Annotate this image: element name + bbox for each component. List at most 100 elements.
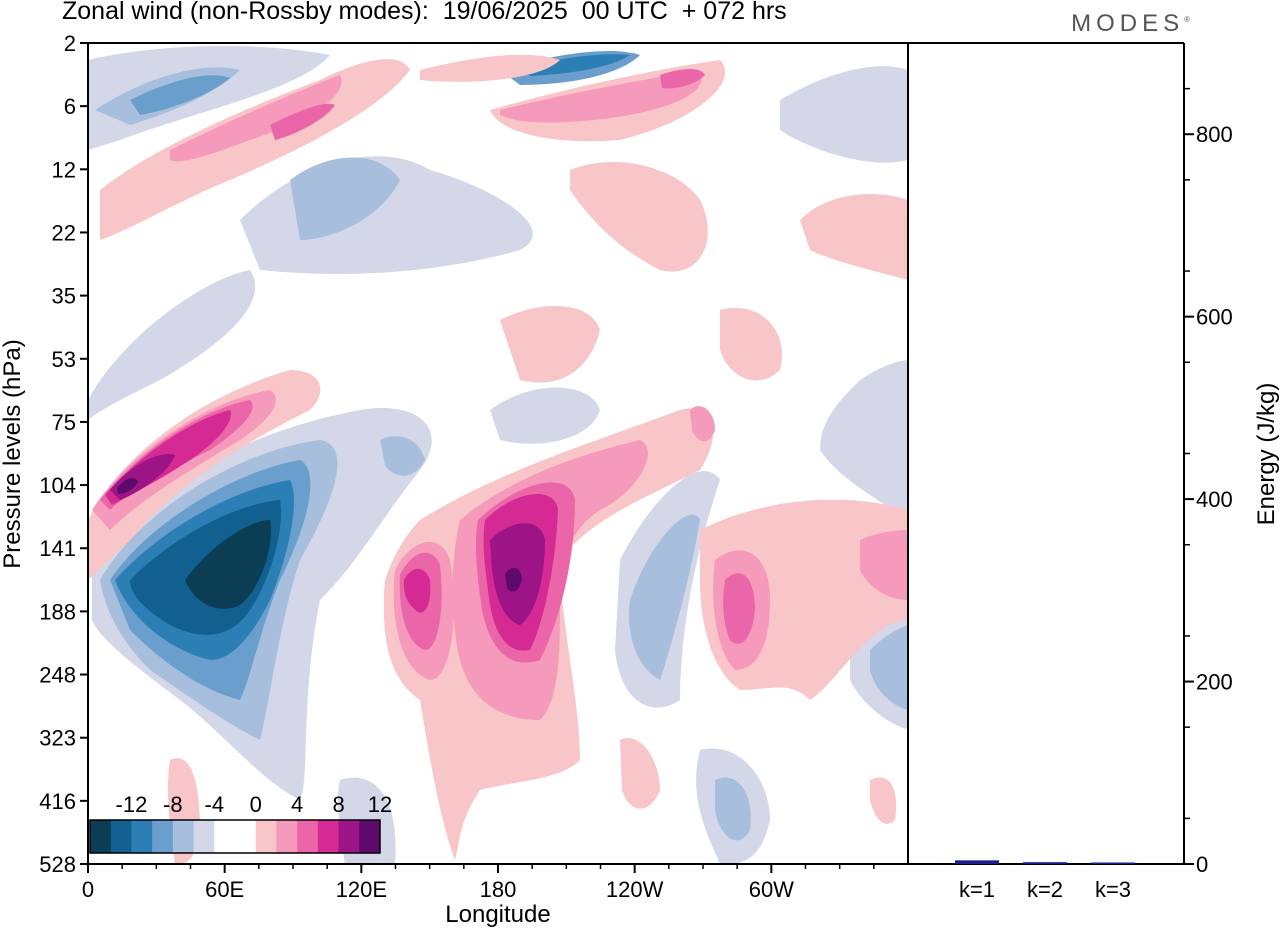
y-tick-label: 528	[39, 852, 76, 877]
y-tick-label: 141	[39, 536, 76, 561]
colorbar-label: 12	[368, 792, 392, 817]
logo-text: MODES	[1071, 10, 1185, 37]
contour-mid-left-extreme	[117, 478, 138, 494]
y-tick-label: 12	[52, 157, 76, 182]
contour-mid-easterly	[88, 270, 256, 420]
contour-mid-strat-westerly	[500, 306, 600, 383]
x-axis-ticks: 0 60E 120E 180 120W 60W	[82, 864, 875, 902]
energy-axis-label: Energy (J/kg)	[1253, 383, 1280, 526]
energy-tick-label: 400	[1196, 487, 1233, 512]
energy-axis-ticks: 0 200 400 600 800	[1184, 87, 1233, 877]
colorbar-swatch	[172, 820, 195, 853]
contour-upper-easterly-strong	[130, 75, 230, 115]
y-tick-label: 22	[52, 220, 76, 245]
x-tick-label: 0	[82, 877, 94, 902]
y-axis-label: Pressure levels (hPa)	[0, 339, 26, 568]
energy-category-label: k=2	[1027, 877, 1063, 902]
colorbar-swatch	[90, 820, 112, 853]
contour-strat-westerly-strong	[270, 103, 335, 140]
colorbar: -12 -8 -4 0 4 8 12	[89, 792, 392, 854]
x-tick-label: 60W	[749, 877, 794, 902]
colorbar-swatch	[110, 820, 132, 853]
energy-tick-label: 800	[1196, 122, 1233, 147]
contour-mid-right-strong	[723, 573, 755, 644]
contour-upper-mid-pink	[690, 406, 715, 442]
x-tick-label: 60E	[205, 877, 244, 902]
colorbar-swatch	[131, 820, 153, 853]
colorbar-frame	[89, 819, 381, 854]
contour-right-edge-core	[860, 530, 908, 600]
x-tick-label: 120E	[336, 877, 387, 902]
energy-category-label: k=3	[1095, 877, 1131, 902]
contour-tropo-easterly-extreme	[185, 520, 271, 609]
contour-top-center-strong	[660, 68, 705, 89]
energy-bar	[1091, 862, 1135, 864]
contour-upper-easterly-band	[88, 45, 330, 151]
chart-title: Zonal wind (non-Rossby modes): 19/06/202…	[62, 0, 787, 25]
energy-tick-label: 200	[1196, 670, 1233, 695]
colorbar-swatch	[359, 820, 381, 853]
energy-bar	[955, 860, 999, 864]
x-axis-label: Longitude	[445, 901, 550, 928]
contour-top-right-east	[780, 66, 908, 163]
colorbar-swatch	[276, 820, 298, 853]
contour-mid-center-verystrong-2	[403, 568, 431, 613]
y-tick-label: 416	[39, 789, 76, 814]
contour-upper-right-westerly	[420, 54, 560, 82]
contour-mid-center-extreme	[505, 567, 522, 592]
y-tick-label: 104	[39, 473, 76, 498]
wind-field	[88, 45, 908, 864]
colorbar-label: -8	[163, 792, 183, 817]
energy-tick-label: 0	[1196, 852, 1208, 877]
colorbar-label: 8	[332, 792, 344, 817]
contour-mid-level-east	[490, 387, 600, 444]
contour-right-edge-core	[870, 625, 908, 710]
colorbar-swatch	[214, 820, 236, 853]
contour-mid-strat-right	[720, 308, 782, 381]
energy-category-label: k=1	[959, 877, 995, 902]
contour-surface-right	[870, 777, 897, 824]
contours-extreme-easterly	[185, 520, 271, 609]
logo-registered-mark: ®	[1184, 15, 1190, 24]
contour-mid-level-core	[380, 436, 425, 476]
contour-top-center-core	[500, 70, 702, 123]
contour-near-surface-core	[715, 777, 751, 841]
y-tick-label: 6	[64, 94, 76, 119]
colorbar-swatch	[193, 820, 215, 853]
energy-tick-label: 600	[1196, 305, 1233, 330]
contour-east-tropo-core	[629, 514, 700, 680]
contours-extreme-westerly	[117, 478, 522, 592]
colorbar-label: -4	[205, 792, 225, 817]
contour-right-edge-east	[820, 360, 908, 520]
colorbar-label: 0	[250, 792, 262, 817]
colorbar-swatch	[297, 820, 319, 853]
colorbar-swatch	[255, 820, 277, 853]
contours-weak-westerly	[88, 54, 908, 864]
y-tick-label: 75	[52, 410, 76, 435]
energy-bars: k=1 k=2 k=3	[955, 860, 1135, 902]
colorbar-label: 4	[291, 792, 303, 817]
contour-strat-westerly-core	[170, 75, 342, 162]
contour-strat-right-westerly	[800, 194, 908, 280]
y-tick-label: 323	[39, 726, 76, 751]
y-tick-label: 2	[64, 31, 76, 56]
y-axis-ticks: 2 6 12 22 35 53 75 104 141 188 248 323 416 528	[39, 31, 88, 877]
modes-logo: MODES®	[1071, 10, 1190, 38]
contour-strat-easterly-core	[290, 157, 400, 240]
x-tick-label: 120W	[606, 877, 664, 902]
contour-near-surface-center	[620, 738, 660, 809]
energy-bar	[1023, 862, 1067, 864]
x-tick-label: 180	[480, 877, 517, 902]
y-tick-label: 248	[39, 663, 76, 688]
y-tick-label: 53	[52, 347, 76, 372]
contour-strat-center-westerly	[570, 161, 708, 272]
y-tick-label: 188	[39, 599, 76, 624]
colorbar-swatch	[152, 820, 174, 853]
colorbar-swatch	[317, 820, 340, 853]
colorbar-swatch	[235, 820, 257, 853]
colorbar-swatch	[338, 820, 360, 853]
y-tick-label: 35	[52, 284, 76, 309]
colorbar-label: -12	[116, 792, 148, 817]
contour-upper-jet-verystrong	[520, 54, 630, 76]
